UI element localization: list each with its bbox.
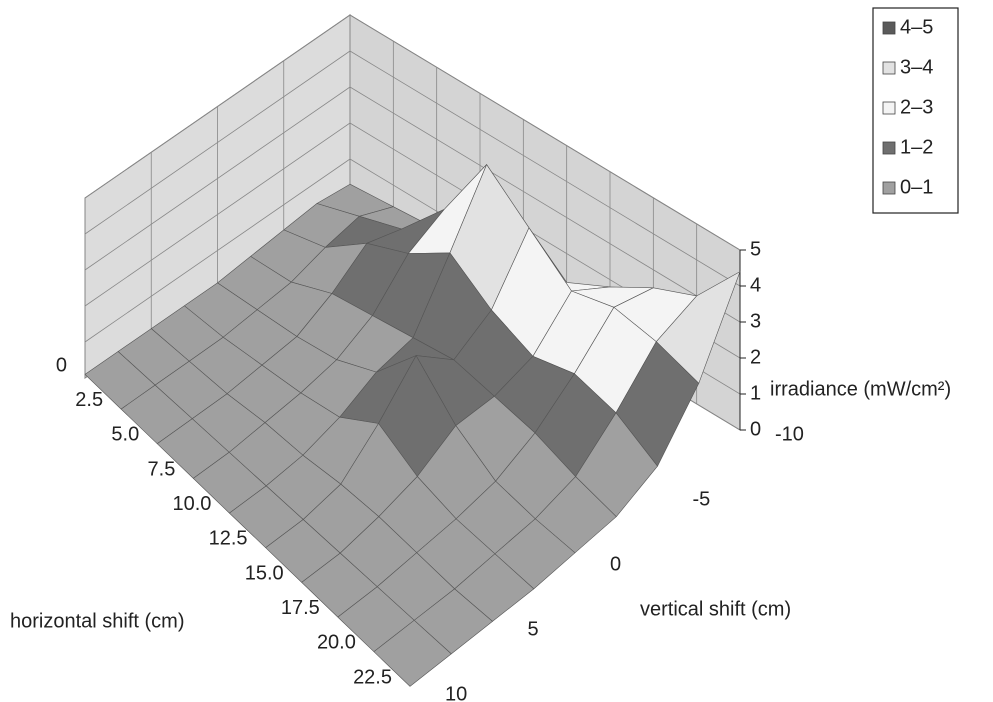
y-tick-label: -5 bbox=[693, 488, 711, 510]
x-axis-label: horizontal shift (cm) bbox=[10, 610, 185, 632]
grid-line bbox=[84, 86, 741, 323]
legend-label: 3–4 bbox=[900, 56, 933, 78]
legend-label: 4–5 bbox=[900, 16, 933, 38]
x-tick-label: 22.5 bbox=[353, 666, 392, 688]
surface-cell bbox=[373, 619, 452, 687]
z-tick-label: 1 bbox=[750, 382, 761, 404]
y-tick-label: 0 bbox=[610, 553, 621, 575]
y-tick-label: 5 bbox=[528, 618, 539, 640]
z-axis-label: irradiance (mW/cm²) bbox=[770, 378, 951, 400]
z-tick-label: 3 bbox=[750, 310, 761, 332]
x-tick-label: 7.5 bbox=[148, 458, 176, 480]
legend-swatch bbox=[882, 21, 896, 35]
z-tick-label: 4 bbox=[750, 274, 761, 296]
y-tick-label: -10 bbox=[775, 423, 804, 445]
legend-swatch bbox=[882, 181, 896, 195]
x-tick-label: 15.0 bbox=[245, 562, 284, 584]
grid-line bbox=[84, 50, 741, 287]
legend-label: 1–2 bbox=[900, 136, 933, 158]
x-tick-label: 10.0 bbox=[173, 493, 212, 515]
legend-swatch bbox=[882, 101, 896, 115]
z-tick-label: 5 bbox=[750, 238, 761, 260]
x-tick-label: 0 bbox=[56, 354, 67, 376]
legend-label: 0–1 bbox=[900, 176, 933, 198]
y-axis-label: vertical shift (cm) bbox=[640, 598, 791, 620]
y-tick-label: 10 bbox=[445, 683, 467, 702]
grid-line bbox=[84, 122, 741, 359]
x-tick-label: 17.5 bbox=[281, 597, 320, 619]
x-tick-label: 5.0 bbox=[111, 424, 139, 446]
x-tick-label: 12.5 bbox=[209, 528, 248, 550]
grid-line bbox=[84, 14, 741, 251]
legend-swatch bbox=[882, 61, 896, 75]
z-tick-label: 0 bbox=[750, 418, 761, 440]
legend-label: 2–3 bbox=[900, 96, 933, 118]
legend-swatch bbox=[882, 141, 896, 155]
z-tick-label: 2 bbox=[750, 346, 761, 368]
x-tick-label: 2.5 bbox=[75, 389, 103, 411]
x-tick-label: 20.0 bbox=[317, 632, 356, 654]
